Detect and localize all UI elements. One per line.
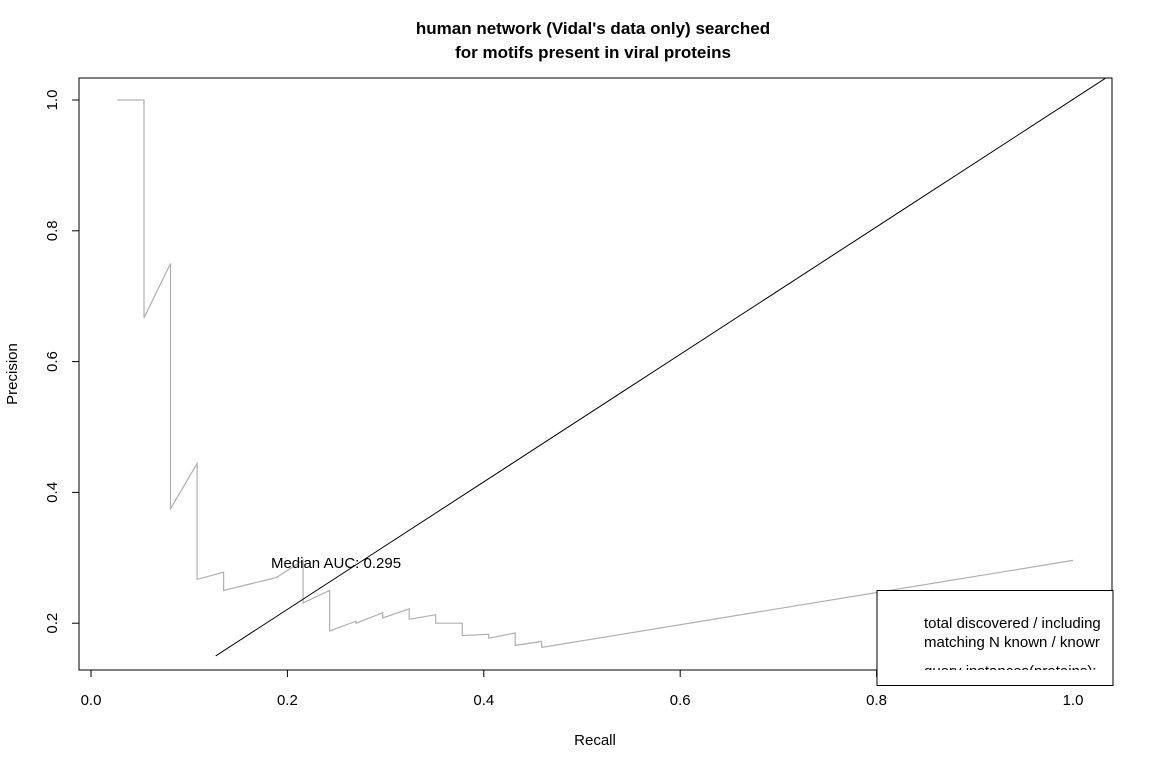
y-tick-label: 0.2 — [44, 613, 61, 634]
median-auc-annotation: Median AUC: 0.295 — [271, 555, 401, 572]
x-axis-label: Recall — [574, 732, 616, 749]
x-tick-label: 0.2 — [277, 692, 298, 709]
x-tick-label: 0.6 — [670, 692, 691, 709]
legend-line-3: query instances(proteins): — [924, 663, 1097, 680]
y-tick-label: 1.0 — [44, 90, 61, 111]
plot-frame — [78, 77, 1113, 671]
y-tick-label: 0.6 — [44, 351, 61, 372]
x-tick-label: 1.0 — [1063, 692, 1084, 709]
legend-line-2: matching N known / knowr — [924, 634, 1100, 651]
series-group — [117, 78, 1107, 657]
y-axis: 0.2 0.4 0.6 0.8 1.0 — [44, 90, 80, 634]
reference-diagonal-line — [215, 78, 1107, 657]
legend-line-1: total discovered / including — [924, 615, 1101, 632]
chart-title-line-2: for motifs present in viral proteins — [455, 43, 731, 62]
x-tick-label: 0.4 — [473, 692, 494, 709]
legend-box: total discovered / including matching N … — [876, 590, 1114, 686]
x-tick-label: 0.8 — [866, 692, 887, 709]
y-tick-label: 0.4 — [44, 482, 61, 503]
y-tick-label: 0.8 — [44, 220, 61, 241]
chart-title-line-1: human network (Vidal's data only) search… — [416, 19, 770, 38]
y-axis-label: Precision — [4, 343, 21, 405]
precision-recall-curve — [117, 99, 1074, 649]
x-tick-label: 0.0 — [81, 692, 102, 709]
